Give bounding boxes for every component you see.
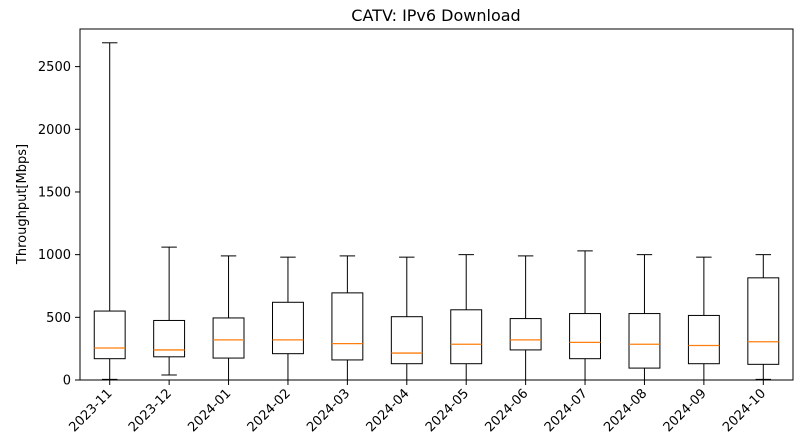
iqr-box [628, 313, 661, 369]
box-2024-02 [272, 256, 304, 381]
x-tick-label: 2024-08 [601, 386, 650, 435]
iqr-box [569, 313, 601, 360]
y-tick-label: 1500 [38, 185, 71, 200]
iqr-box [93, 310, 126, 360]
iqr-box [272, 301, 304, 355]
iqr-box [450, 309, 483, 365]
y-axis-label: Throughput[Mbps] [15, 144, 30, 265]
box-2024-04 [390, 256, 423, 381]
iqr-box [509, 318, 542, 351]
iqr-box [747, 277, 780, 365]
x-tick-label: 2023-12 [126, 386, 175, 435]
x-tick-label: 2024-09 [661, 386, 710, 435]
y-tick-label: 500 [46, 311, 71, 326]
x-tick-label: 2024-05 [423, 386, 472, 435]
iqr-box [212, 317, 245, 359]
iqr-box [390, 316, 423, 365]
box-2024-05 [450, 254, 483, 381]
chart-title: CATV: IPv6 Download [351, 6, 520, 25]
plot-frame [79, 28, 794, 381]
x-tick-label: 2024-06 [482, 386, 531, 435]
box-2024-06 [509, 255, 542, 381]
box-2024-08 [628, 254, 661, 381]
iqr-box [687, 314, 720, 365]
box-2024-03 [331, 255, 364, 381]
x-tick-label: 2024-03 [304, 386, 353, 435]
box-2024-10 [747, 254, 780, 380]
x-tick-label: 2024-07 [542, 386, 591, 435]
x-tick-label: 2024-10 [720, 386, 769, 435]
y-tick-label: 2500 [38, 60, 71, 75]
x-tick-label: 2024-02 [245, 386, 294, 435]
x-tick-label: 2024-01 [185, 386, 234, 435]
box-2024-07 [569, 250, 601, 381]
box-2024-09 [687, 256, 720, 381]
y-tick-label: 0 [63, 374, 71, 389]
box-2024-01 [212, 255, 245, 381]
box-2023-11 [93, 42, 126, 380]
y-tick-label: 1000 [38, 248, 71, 263]
x-tick-label: 2023-11 [67, 386, 116, 435]
x-tick-label: 2024-04 [364, 386, 413, 435]
box-2023-12 [153, 246, 186, 376]
y-tick-label: 2000 [38, 123, 71, 138]
iqr-box [153, 319, 186, 358]
iqr-box [331, 292, 364, 361]
